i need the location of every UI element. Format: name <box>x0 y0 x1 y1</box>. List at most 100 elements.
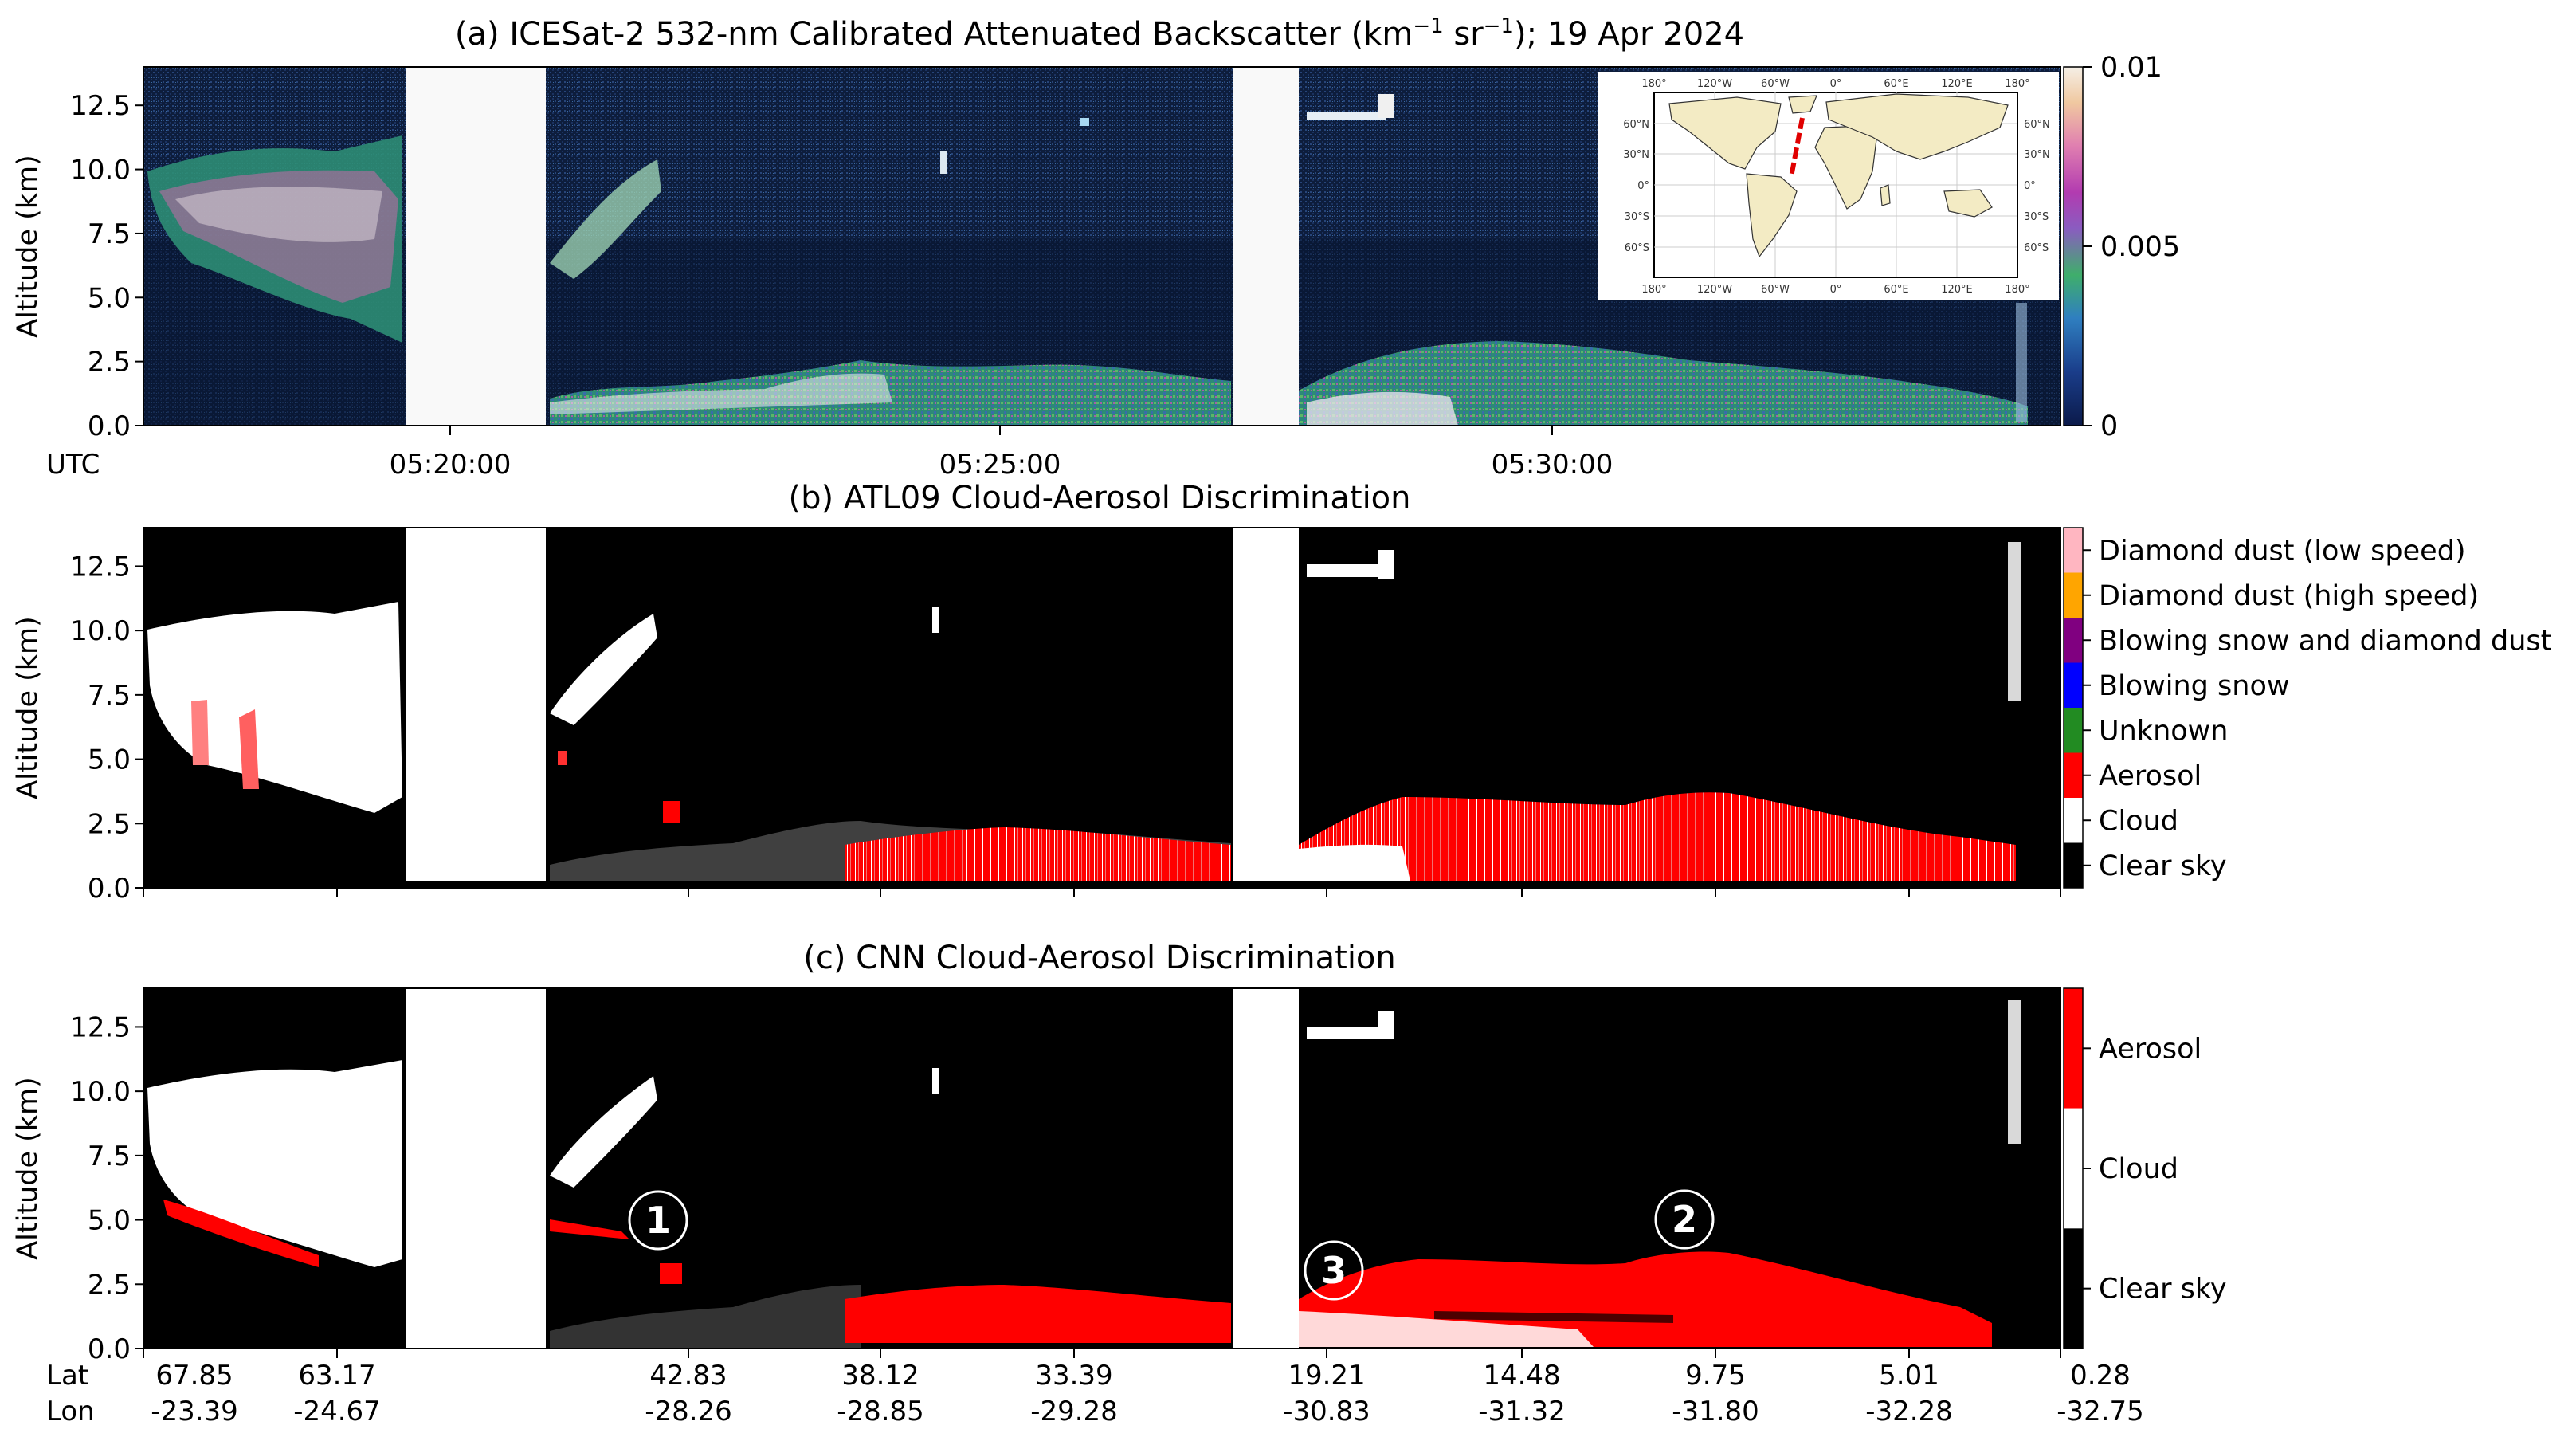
data-gap <box>406 528 546 888</box>
lon-tick-label: -32.75 <box>2056 1396 2144 1427</box>
map-lon-label: 180° <box>2005 284 2029 296</box>
y-tick-label: 5.0 <box>88 744 131 776</box>
lat-tick-label: 19.21 <box>1288 1360 1365 1392</box>
colorbar-swatch <box>2064 572 2083 618</box>
lat-tick-label: 0.28 <box>2070 1360 2131 1392</box>
colorbar-class-label: Clear sky <box>2099 850 2227 882</box>
panel-a-ylabel: Altitude (km) <box>12 155 44 338</box>
data-gap <box>1233 528 1299 888</box>
inset-world-map: 180° 120°W 60°W 0° 60°E 120°E 180° 180° 120°W 60… <box>1598 72 2059 300</box>
lat-tick-label: 9.75 <box>1685 1360 1746 1392</box>
data-gap <box>406 988 546 1349</box>
y-tick-label: 2.5 <box>88 808 131 840</box>
colorbar-class-label: Diamond dust (low speed) <box>2099 535 2466 567</box>
data-gap <box>406 67 546 426</box>
y-tick-label: 10.0 <box>70 1076 131 1108</box>
map-lon-label: 120°W <box>1697 78 1732 90</box>
colorbar-tick-label: 0 <box>2100 410 2118 442</box>
lon-tick-label: -30.83 <box>1283 1396 1370 1427</box>
y-tick-label: 7.5 <box>88 1141 131 1172</box>
utc-tick-label: 05:25:00 <box>939 449 1061 481</box>
cloud-region <box>147 602 402 813</box>
svg-text:1: 1 <box>645 1199 671 1242</box>
panel-c-plot <box>143 988 2060 1349</box>
colorbar-swatch <box>2064 842 2083 888</box>
colorbar-tick-label: 0.01 <box>2100 52 2162 84</box>
annotation-2: 2 <box>1654 1189 1715 1250</box>
aerosol-region <box>1299 792 2016 881</box>
map-lat-label: 30°S <box>2024 211 2049 223</box>
lon-tick-label: -24.67 <box>293 1396 381 1427</box>
map-lon-label: 180° <box>1641 284 1666 296</box>
panel-c: (c) CNN Cloud-Aerosol Discrimination 1 <box>12 940 2227 1427</box>
y-tick-label: 10.0 <box>70 615 131 647</box>
map-lon-label: 120°W <box>1697 284 1732 296</box>
utc-tick-label: 05:20:00 <box>390 449 512 481</box>
north-america-shape <box>1668 96 1782 170</box>
y-tick-label: 12.5 <box>70 551 131 583</box>
map-lon-label: 180° <box>1641 78 1666 90</box>
colorbar-swatch <box>2064 662 2083 708</box>
map-lat-label: 0° <box>1637 180 1649 192</box>
colorbar-c: Aerosol Cloud Clear sky <box>2063 987 2227 1349</box>
lat-tick-label: 42.83 <box>649 1360 727 1392</box>
panel-c-title: (c) CNN Cloud-Aerosol Discrimination <box>803 940 1396 976</box>
lat-tick-label: 14.48 <box>1483 1360 1560 1392</box>
map-lat-label: 60°N <box>1623 119 1649 131</box>
lon-tick-label: -29.28 <box>1030 1396 1118 1427</box>
colorbar-swatch <box>2064 988 2083 1109</box>
y-tick-label: 10.0 <box>70 155 131 187</box>
lat-tick-label: 33.39 <box>1035 1360 1112 1392</box>
utc-tick-label: 05:30:00 <box>1492 449 1613 481</box>
map-lat-label: 60°S <box>1625 242 1649 254</box>
colorbar-swatch <box>2064 528 2083 573</box>
annotation-3: 3 <box>1304 1240 1364 1301</box>
data-gap <box>1233 988 1299 1349</box>
colorbar-b: Diamond dust (low speed) Diamond dust (hi… <box>2063 527 2551 889</box>
map-lat-label: 30°N <box>1623 149 1649 161</box>
map-lat-label: 30°S <box>1625 211 1649 223</box>
lat-tick-label: 67.85 <box>155 1360 233 1392</box>
lon-tick-label: -23.39 <box>151 1396 238 1427</box>
annotation-1: 1 <box>628 1190 688 1251</box>
map-lon-label: 120°E <box>1941 284 1973 296</box>
lon-tick-label: -31.80 <box>1672 1396 1759 1427</box>
colorbar-class-label: Cloud <box>2099 1153 2178 1185</box>
aerosol-layer-backscatter <box>1299 341 2028 426</box>
lon-tick-label: -28.26 <box>645 1396 732 1427</box>
map-lat-label: 60°N <box>2024 119 2050 131</box>
data-gap <box>1233 67 1299 426</box>
icesat-track-line <box>1789 117 1805 178</box>
map-lon-label: 60°W <box>1761 284 1790 296</box>
greenland-shape <box>1788 95 1817 114</box>
map-lon-label: 60°W <box>1761 78 1790 90</box>
map-lon-label: 120°E <box>1941 78 1973 90</box>
colorbar-swatch <box>2064 798 2083 843</box>
colorbar-class-label: Cloud <box>2099 805 2178 837</box>
lat-row-label: Lat <box>46 1360 88 1392</box>
panel-b-ylabel: Altitude (km) <box>12 616 44 799</box>
colorbar-class-label: Clear sky <box>2099 1274 2227 1306</box>
y-tick-label: 12.5 <box>70 90 131 122</box>
panel-c-ylabel: Altitude (km) <box>12 1077 44 1260</box>
australia-shape <box>1943 189 1993 218</box>
svg-text:3: 3 <box>1321 1249 1347 1292</box>
map-lat-label: 30°N <box>2024 149 2050 161</box>
colorbar-a: 0 0.005 0.01 <box>2063 52 2180 442</box>
aerosol-region <box>845 1285 1231 1343</box>
lon-tick-label: -32.28 <box>1865 1396 1953 1427</box>
colorbar-swatch <box>2064 1228 2083 1349</box>
map-lat-label: 0° <box>2024 180 2036 192</box>
y-tick-label: 12.5 <box>70 1011 131 1043</box>
y-tick-label: 7.5 <box>88 218 131 250</box>
south-america-shape <box>1746 173 1798 258</box>
panel-a: (a) ICESat-2 532-nm Calibrated Attenuate… <box>12 14 2180 481</box>
lon-tick-label: -28.85 <box>837 1396 924 1427</box>
panel-b-plot <box>143 528 2060 888</box>
lat-tick-label: 63.17 <box>298 1360 375 1392</box>
y-tick-label: 7.5 <box>88 680 131 712</box>
colorbar-class-label: Blowing snow <box>2099 670 2289 702</box>
lat-tick-label: 38.12 <box>841 1360 919 1392</box>
svg-text:2: 2 <box>1672 1198 1697 1241</box>
